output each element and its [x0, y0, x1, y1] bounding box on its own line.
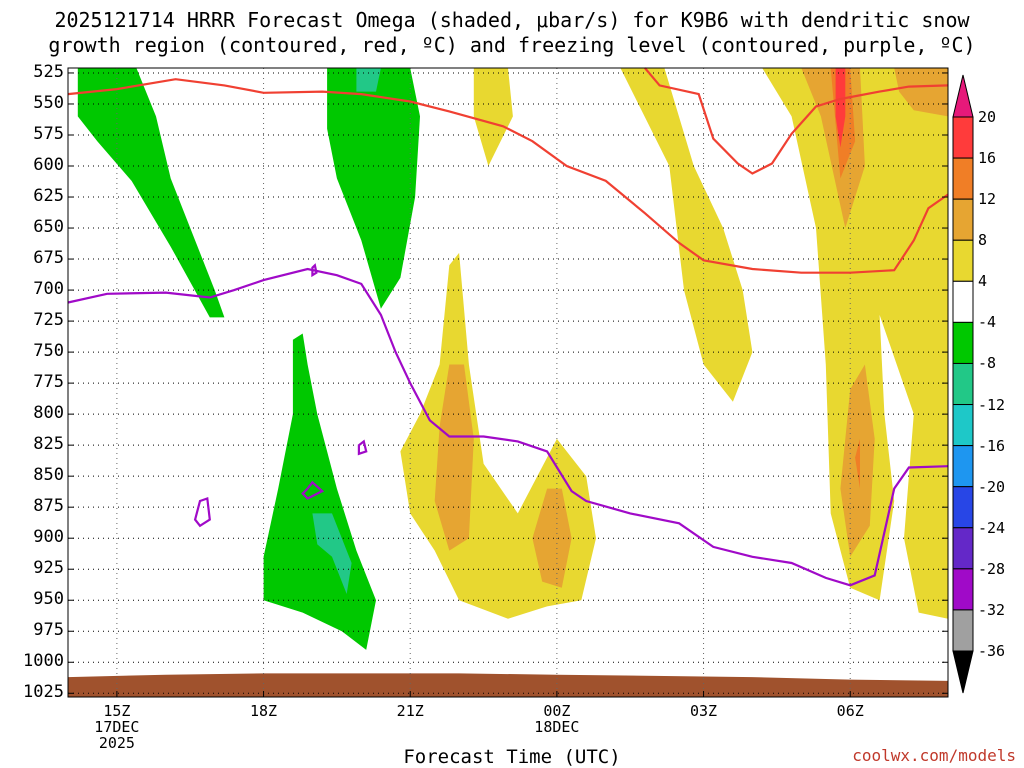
- colorbar-band-1: [952, 157, 974, 200]
- x-tick-label: 18Z: [250, 702, 278, 720]
- colorbar-label: -24: [978, 518, 1006, 537]
- colorbar-band-6: [952, 362, 974, 406]
- omega-region-10: [835, 68, 846, 148]
- y-tick-label: 650: [33, 217, 64, 238]
- colorbar-label: 8: [978, 231, 988, 250]
- y-tick-label: 775: [33, 372, 64, 393]
- y-tick-label: 700: [33, 279, 64, 300]
- omega-region-7: [762, 68, 948, 619]
- x-tick-label: 03Z: [690, 702, 718, 720]
- colorbar-label: 20: [978, 108, 997, 126]
- colorbar-band-12: [952, 609, 974, 652]
- omega-region-0: [77, 68, 225, 318]
- colorbar-label: -20: [978, 477, 1006, 496]
- y-tick-label: 900: [33, 527, 64, 548]
- colorbar-band-11: [952, 568, 974, 611]
- y-tick-label: 525: [33, 61, 64, 82]
- y-tick-label: 550: [33, 92, 64, 113]
- colorbar-band-5: [952, 321, 974, 364]
- freezing-level-closed-3: [311, 263, 318, 278]
- colorbar-label: -16: [978, 436, 1006, 455]
- omega-region-14: [400, 252, 596, 619]
- y-tick-label: 675: [33, 248, 64, 269]
- x-tick-label: 21Z: [396, 702, 424, 720]
- omega-region-15: [434, 364, 474, 551]
- y-tick-label: 575: [33, 123, 64, 144]
- omega-region-5: [473, 68, 513, 166]
- freezing-level-closed-1: [301, 480, 325, 500]
- y-tick-label: 600: [33, 155, 64, 175]
- omega-region-4: [312, 513, 352, 594]
- y-tick-label: 950: [33, 589, 64, 610]
- x-tick-label: 06Z: [836, 702, 864, 720]
- omega-region-11: [894, 68, 948, 117]
- colorbar-band-2: [952, 198, 974, 241]
- y-tick-label: 1000: [23, 651, 64, 672]
- chart-title-line-1: 2025121714 HRRR Forecast Omega (shaded, …: [54, 8, 970, 32]
- colorbar-bottom-arrow: [952, 650, 974, 694]
- omega-region-1: [327, 68, 420, 309]
- y-tick-label: 975: [33, 620, 64, 641]
- x-tick-label: 00Z 18DEC: [534, 702, 580, 736]
- y-tick-label: 925: [33, 558, 64, 579]
- colorbar-label: 12: [978, 190, 997, 209]
- y-tick-label: 875: [33, 496, 64, 517]
- x-axis-label: Forecast Time (UTC): [403, 746, 621, 768]
- colorbar-band-8: [952, 445, 974, 488]
- freezing-level-contour: [67, 267, 949, 587]
- colorbar-label: -36: [978, 642, 1006, 660]
- y-tick-label: 625: [33, 186, 64, 207]
- colorbar-label: 16: [978, 149, 997, 168]
- colorbar-label: -8: [978, 354, 997, 373]
- colorbar-label: -28: [978, 559, 1006, 578]
- omega-region-6: [620, 68, 753, 402]
- freezing-level-closed-2: [357, 439, 368, 456]
- terrain-fill: [68, 673, 948, 697]
- colorbar-label: -4: [978, 313, 997, 332]
- credit-link[interactable]: coolwx.com/models: [852, 746, 1016, 765]
- x-tick-label: 15Z 17DEC 2025: [94, 702, 140, 752]
- y-tick-label: 750: [33, 341, 64, 362]
- omega-region-16: [532, 488, 572, 588]
- y-tick-label: 1025: [23, 682, 64, 703]
- freezing-level-closed-0: [193, 497, 211, 528]
- colorbar-top-arrow: [952, 74, 974, 118]
- chart-title-line-2: growth region (contoured, red, ºC) and f…: [48, 33, 976, 57]
- dendritic-contour-upper: [644, 67, 949, 175]
- colorbar-label: 4: [978, 272, 988, 291]
- y-tick-label: 725: [33, 310, 64, 331]
- colorbar-band-7: [952, 404, 974, 447]
- plot-frame: [67, 67, 949, 698]
- y-tick-label: 800: [33, 403, 64, 424]
- y-tick-label: 850: [33, 465, 64, 486]
- colorbar-band-4: [952, 280, 974, 323]
- colorbar-band-3: [952, 239, 974, 282]
- dendritic-contour-lower: [67, 78, 949, 274]
- colorbar-band-0: [952, 116, 974, 159]
- colorbar-band-10: [952, 527, 974, 570]
- colorbar-label: -12: [978, 395, 1006, 414]
- colorbar-band-9: [952, 486, 974, 529]
- colorbar-label: -32: [978, 600, 1006, 619]
- omega-region-2: [356, 68, 381, 92]
- y-tick-label: 825: [33, 434, 64, 455]
